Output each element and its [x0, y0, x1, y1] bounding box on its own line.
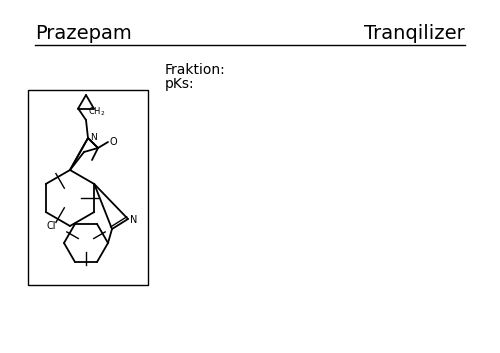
Bar [28, 90, 148, 285]
Text: Cl: Cl [46, 221, 56, 231]
Text: Prazepam: Prazepam [35, 24, 132, 43]
Text: pKs:: pKs: [165, 77, 194, 91]
Text: Tranqilizer: Tranqilizer [364, 24, 465, 43]
Text: N: N [90, 133, 97, 143]
Text: Fraktion:: Fraktion: [165, 63, 226, 77]
Text: N: N [130, 215, 138, 225]
Text: O: O [110, 137, 118, 147]
Text: CH$_2$: CH$_2$ [88, 106, 106, 118]
